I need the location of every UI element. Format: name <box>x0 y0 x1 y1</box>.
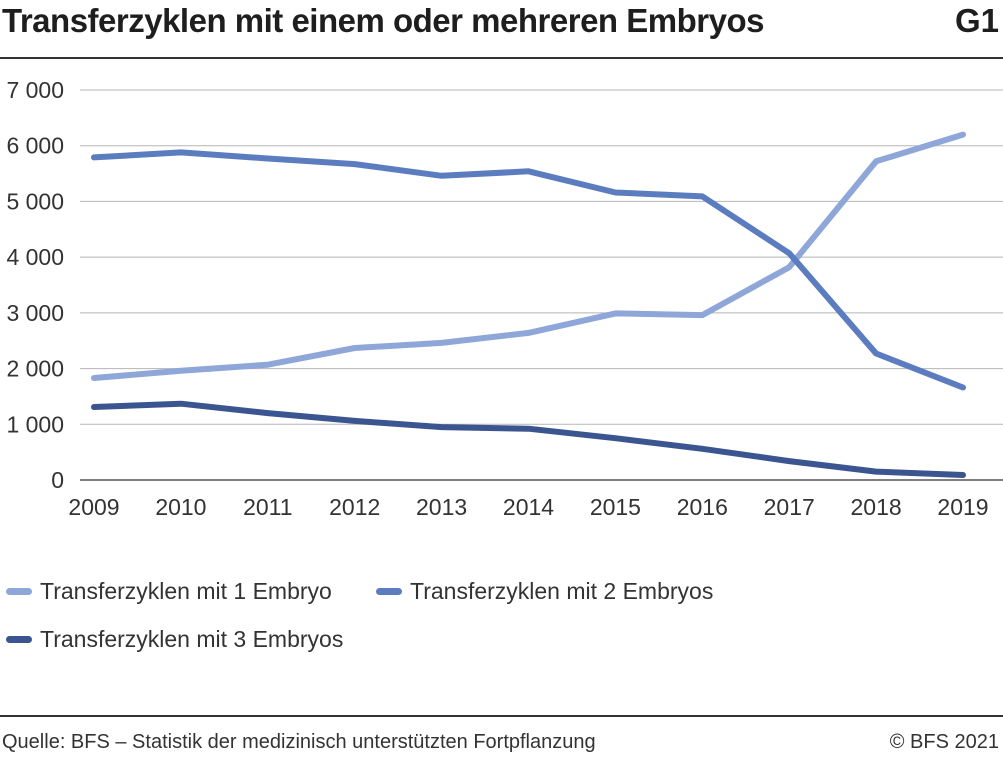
footer-divider <box>0 715 1003 717</box>
x-tick-label: 2010 <box>155 494 206 520</box>
x-tick-label: 2014 <box>503 494 554 520</box>
legend-swatch <box>376 588 402 595</box>
legend-label: Transferzyklen mit 1 Embryo <box>40 578 332 604</box>
series-line-1 <box>91 131 966 381</box>
line-chart: 0 1 000 2 000 3 000 4 000 5 000 6 000 7 000 200… <box>6 77 1003 520</box>
y-tick-label: 1 000 <box>6 411 64 437</box>
y-tick-label: 0 <box>51 467 64 493</box>
series-line-3 <box>91 400 966 478</box>
grid-lines <box>80 89 1003 481</box>
x-tick-label: 2019 <box>937 494 988 520</box>
y-tick-label: 5 000 <box>6 188 64 214</box>
chart-header: Transferzyklen mit einem oder mehreren E… <box>0 0 1003 59</box>
y-tick-label: 3 000 <box>6 300 64 326</box>
legend-label: Transferzyklen mit 3 Embryos <box>40 626 344 652</box>
source-note: Quelle: BFS – Statistik der medizinisch … <box>2 731 596 753</box>
header-divider <box>0 57 1003 59</box>
y-tick-label: 7 000 <box>6 77 64 103</box>
chart-title: Transferzyklen mit einem oder mehreren E… <box>2 2 764 39</box>
series-lines <box>91 131 966 478</box>
legend-label: Transferzyklen mit 2 Embryos <box>410 578 714 604</box>
x-tick-label: 2017 <box>764 494 815 520</box>
x-tick-label: 2018 <box>851 494 902 520</box>
y-axis-ticks: 0 1 000 2 000 3 000 4 000 5 000 6 000 7 000 <box>6 77 64 493</box>
y-tick-label: 6 000 <box>6 133 64 159</box>
y-tick-label: 4 000 <box>6 244 64 270</box>
legend-swatch <box>6 636 32 643</box>
legend-item-1: Transferzyklen mit 1 Embryo <box>6 578 332 605</box>
y-tick-label: 2 000 <box>6 356 64 382</box>
x-tick-label: 2013 <box>416 494 467 520</box>
x-axis-ticks: 2009 2010 2011 2012 2013 2014 2015 2016 2017 2018… <box>68 494 988 520</box>
legend-item-3: Transferzyklen mit 3 Embryos <box>6 626 343 653</box>
chart-code: G1 <box>954 2 999 39</box>
legend-swatch <box>6 588 32 595</box>
legend-item-2: Transferzyklen mit 2 Embryos <box>376 578 713 605</box>
x-tick-label: 2009 <box>68 494 119 520</box>
copyright-note: © BFS 2021 <box>889 731 999 753</box>
x-tick-label: 2016 <box>677 494 728 520</box>
series-line-2 <box>91 149 966 391</box>
x-tick-label: 2015 <box>590 494 641 520</box>
x-tick-label: 2012 <box>329 494 380 520</box>
x-tick-label: 2011 <box>243 494 292 520</box>
